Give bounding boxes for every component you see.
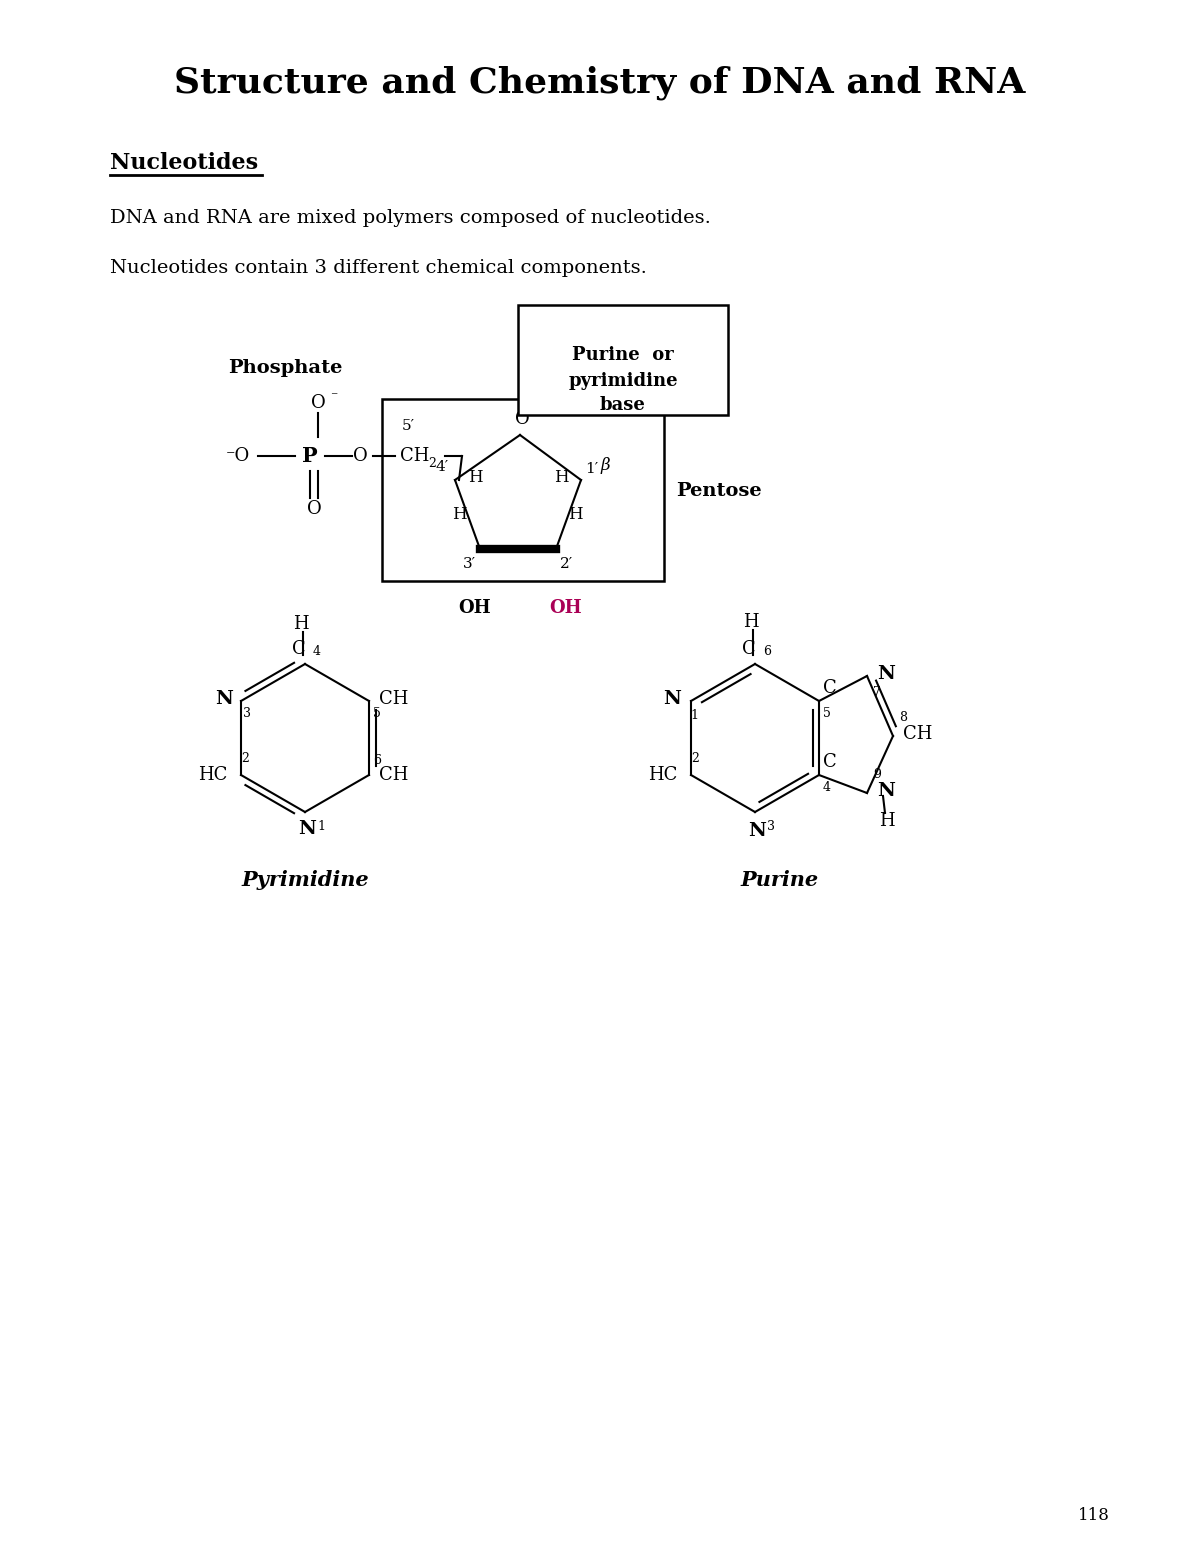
Text: DNA and RNA are mixed polymers composed of nucleotides.: DNA and RNA are mixed polymers composed … bbox=[110, 210, 710, 227]
Text: H: H bbox=[293, 615, 308, 634]
Text: N: N bbox=[877, 783, 895, 800]
Text: HC: HC bbox=[648, 766, 677, 784]
Text: H: H bbox=[451, 506, 467, 523]
Text: 8: 8 bbox=[899, 711, 907, 724]
Text: C: C bbox=[823, 753, 836, 770]
Text: 1: 1 bbox=[690, 710, 698, 722]
Text: Phosphate: Phosphate bbox=[228, 359, 342, 377]
Text: Nucleotides contain 3 different chemical components.: Nucleotides contain 3 different chemical… bbox=[110, 259, 647, 276]
Text: 3: 3 bbox=[767, 820, 775, 832]
Text: O: O bbox=[353, 447, 367, 464]
Text: base: base bbox=[600, 396, 646, 415]
Text: H: H bbox=[468, 469, 482, 486]
Text: 6: 6 bbox=[373, 755, 382, 767]
Text: 5: 5 bbox=[373, 707, 380, 721]
Text: 5′: 5′ bbox=[402, 419, 414, 433]
Text: P: P bbox=[302, 446, 318, 466]
Text: O: O bbox=[311, 394, 325, 412]
Text: OH: OH bbox=[550, 599, 582, 617]
Text: CH: CH bbox=[379, 690, 408, 708]
Text: N: N bbox=[748, 822, 766, 840]
Text: CH: CH bbox=[379, 766, 408, 784]
Text: H: H bbox=[553, 469, 569, 486]
Text: 4: 4 bbox=[823, 781, 830, 794]
Text: 2: 2 bbox=[241, 752, 248, 766]
Text: ⁻: ⁻ bbox=[330, 390, 337, 404]
Text: HC: HC bbox=[198, 766, 227, 784]
Text: CH: CH bbox=[400, 447, 430, 464]
Text: Purine  or: Purine or bbox=[572, 346, 674, 363]
Text: 9: 9 bbox=[874, 769, 881, 781]
Text: Pentose: Pentose bbox=[676, 481, 762, 500]
Text: 3: 3 bbox=[242, 707, 251, 721]
Text: 5: 5 bbox=[823, 707, 830, 721]
Text: H: H bbox=[568, 506, 582, 523]
Text: 3′: 3′ bbox=[463, 558, 476, 572]
Text: Purine: Purine bbox=[740, 870, 820, 890]
Text: β: β bbox=[601, 458, 611, 475]
Text: N: N bbox=[664, 690, 682, 708]
Text: 118: 118 bbox=[1078, 1506, 1110, 1523]
Text: N: N bbox=[215, 690, 233, 708]
Text: H: H bbox=[880, 812, 895, 829]
Text: 7: 7 bbox=[874, 686, 881, 699]
Text: C: C bbox=[742, 640, 756, 658]
Text: N: N bbox=[298, 820, 316, 839]
Text: O: O bbox=[515, 410, 529, 429]
Text: ⁻O: ⁻O bbox=[226, 447, 250, 464]
Text: 1: 1 bbox=[317, 820, 325, 832]
Text: Pyrimidine: Pyrimidine bbox=[241, 870, 368, 890]
Text: N: N bbox=[877, 665, 895, 683]
Text: 2′: 2′ bbox=[560, 558, 574, 572]
Text: H: H bbox=[743, 613, 758, 631]
Bar bbox=[518, 304, 728, 415]
Text: C: C bbox=[823, 679, 836, 697]
Text: Nucleotides: Nucleotides bbox=[110, 152, 258, 174]
Text: 4: 4 bbox=[313, 644, 322, 658]
Text: 4′: 4′ bbox=[436, 460, 449, 474]
Text: 2: 2 bbox=[428, 458, 436, 471]
Bar bbox=[382, 399, 664, 581]
Text: OH: OH bbox=[458, 599, 491, 617]
Text: C: C bbox=[292, 640, 306, 658]
Text: Structure and Chemistry of DNA and RNA: Structure and Chemistry of DNA and RNA bbox=[174, 65, 1026, 101]
Text: pyrimidine: pyrimidine bbox=[568, 373, 678, 390]
Text: 6: 6 bbox=[763, 644, 772, 658]
Text: CH: CH bbox=[902, 725, 932, 742]
Text: 2: 2 bbox=[691, 752, 698, 766]
Text: O: O bbox=[307, 500, 322, 519]
Text: 1′: 1′ bbox=[586, 461, 599, 477]
